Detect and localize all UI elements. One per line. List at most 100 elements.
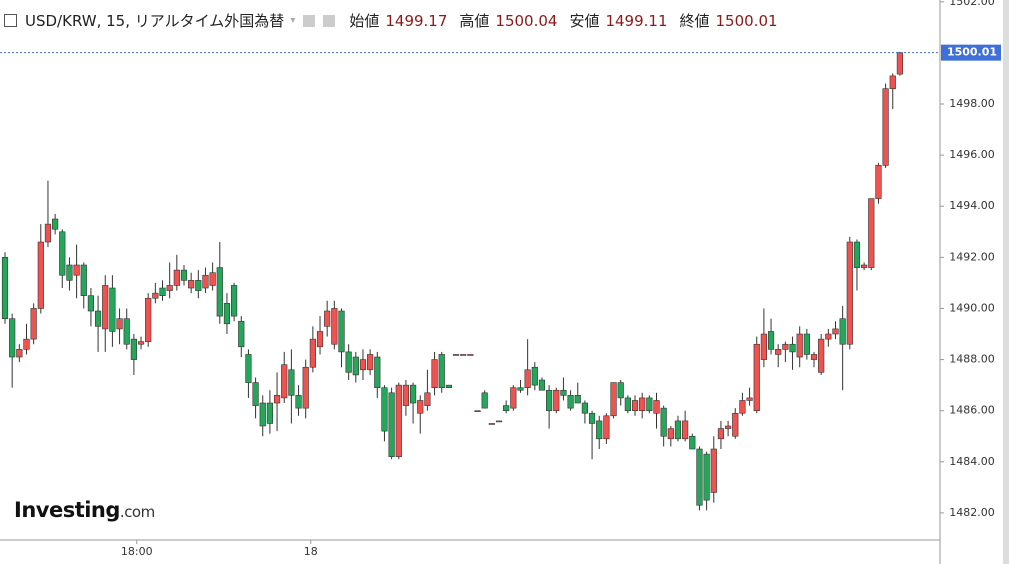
candle-body (581, 402, 589, 414)
candle-body (467, 354, 474, 356)
candle-body (295, 395, 302, 409)
visibility-icon[interactable] (303, 14, 316, 27)
candle-body (59, 231, 66, 276)
x-tick-label: 18:00 (121, 545, 153, 558)
candle-body (760, 333, 767, 360)
candle-body (1, 257, 9, 319)
candle-body (710, 448, 717, 493)
candle-body (667, 428, 674, 440)
candle-body (767, 331, 775, 350)
candle-body (359, 359, 367, 371)
candle-body (102, 285, 109, 330)
candle-body (810, 354, 818, 360)
y-tick-label: 1488.00 (949, 353, 995, 366)
candle-body (896, 52, 904, 75)
candle-body (216, 267, 223, 317)
candle-body (560, 389, 567, 396)
candle-body (80, 264, 87, 296)
dropdown[interactable]: ▾ (290, 15, 296, 26)
candle-body (331, 308, 338, 345)
candle-body (438, 354, 445, 388)
candle-body (345, 351, 352, 373)
candle-body (195, 280, 202, 291)
candle-body (574, 395, 581, 404)
candle-body (159, 287, 166, 296)
candle-body (66, 264, 73, 281)
y-tick-label: 1496.00 (949, 148, 995, 161)
candle-body (739, 400, 746, 414)
candle-body (617, 382, 624, 399)
candle-body (245, 354, 252, 383)
candle-body (796, 333, 803, 358)
candle-body (818, 338, 825, 373)
candle-body (324, 310, 331, 327)
open-value: 1499.17 (385, 11, 448, 30)
candle-body (631, 400, 639, 411)
candle-body (87, 295, 95, 312)
settings-icon[interactable] (323, 14, 336, 27)
chart-header: USD/KRW, 15, リアルタイム外国為替 ▾ 始値 1499.17 高値 15… (4, 10, 784, 31)
candle-body (775, 349, 782, 355)
candle-body (180, 269, 188, 281)
candle-body (252, 382, 259, 406)
candle-body (588, 412, 596, 424)
candle-body (674, 420, 682, 440)
candle-body (724, 425, 732, 429)
candle-body (782, 343, 789, 350)
last-price-badge (941, 44, 1001, 61)
candle-body (538, 379, 546, 391)
candle-body (753, 343, 760, 411)
candle-body (395, 384, 402, 457)
open-label: 始値 (349, 12, 380, 30)
candle-body (52, 218, 59, 230)
candle-body (16, 349, 23, 358)
candle-body (266, 402, 274, 424)
candle-body (653, 400, 660, 414)
y-tick-label: 1486.00 (949, 404, 995, 417)
candle-body (402, 384, 410, 406)
candle-body (689, 435, 696, 450)
candle-body (145, 297, 152, 342)
candle-body (660, 407, 667, 437)
candle-body (137, 341, 145, 345)
candle-body (202, 274, 209, 289)
candle-body (495, 420, 503, 423)
candle-body (445, 384, 452, 388)
scrollbar[interactable] (1003, 0, 1009, 564)
candle-body (9, 318, 16, 358)
candle-body (732, 412, 739, 437)
candle-body (123, 318, 130, 345)
y-tick-label: 1484.00 (949, 455, 995, 468)
collapse-toggle[interactable] (4, 14, 17, 27)
candle-body (746, 397, 753, 401)
candle-body (223, 303, 231, 325)
candle-body (209, 272, 216, 286)
candle-body (152, 292, 159, 299)
candle-body (624, 397, 631, 411)
candle-body (717, 428, 725, 440)
candle-body (352, 356, 359, 376)
candle-body (474, 410, 481, 412)
x-tick-label: 18 (304, 545, 318, 558)
candle-body (696, 448, 703, 506)
candle-body (130, 338, 137, 360)
candle-body (316, 331, 324, 348)
candle-body (839, 318, 846, 345)
candle-body (73, 264, 80, 276)
candle-body (281, 364, 288, 399)
candle-body (639, 397, 646, 411)
candle-body (846, 241, 853, 345)
candle-body (868, 198, 875, 268)
low-value: 1499.11 (605, 11, 668, 30)
candle-body (882, 88, 889, 166)
close-label: 終値 (679, 12, 710, 30)
y-tick-label: 1490.00 (949, 301, 995, 314)
candle-body (23, 338, 30, 350)
candle-body (553, 389, 560, 411)
candle-body (789, 343, 796, 353)
logo-brand: Investing (14, 498, 120, 522)
high-value: 1500.04 (495, 11, 558, 30)
y-tick-label: 1502.00 (949, 0, 995, 8)
